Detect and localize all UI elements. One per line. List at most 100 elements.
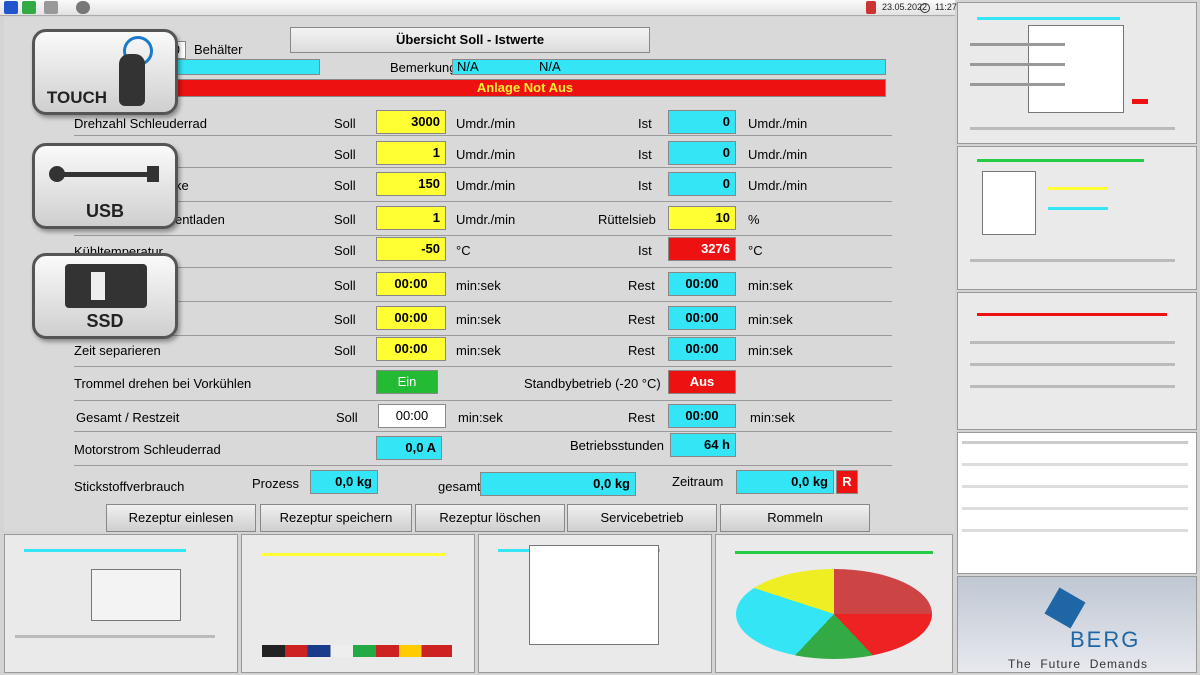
soll-cooling[interactable]: -50 bbox=[376, 237, 446, 261]
ssd-icon-slot bbox=[91, 272, 105, 300]
rest-time-2: 00:00 bbox=[668, 306, 736, 330]
thumbnail-keyboard[interactable] bbox=[4, 534, 238, 673]
standby-toggle[interactable]: Aus bbox=[668, 370, 736, 394]
thumbnail-file-browser[interactable] bbox=[957, 146, 1197, 290]
container-label: Behälter bbox=[194, 42, 243, 57]
field-left[interactable]: /A bbox=[164, 59, 320, 75]
user-icon[interactable] bbox=[76, 1, 90, 14]
soll-label: Soll bbox=[334, 147, 356, 162]
printer-icon[interactable] bbox=[44, 1, 58, 14]
divider bbox=[74, 267, 892, 268]
row-label-separate: Zeit separieren bbox=[74, 343, 161, 358]
soll-row-2[interactable]: 1 bbox=[376, 141, 446, 165]
reset-button[interactable]: R bbox=[836, 470, 858, 494]
ist-cooling: 3276 bbox=[668, 237, 736, 261]
unit: °C bbox=[456, 243, 471, 258]
nitrogen-label: Stickstoffverbrauch bbox=[74, 479, 185, 494]
unit: min:sek bbox=[748, 343, 793, 358]
unit: min:sek bbox=[458, 410, 503, 425]
shaker-value[interactable]: 10 bbox=[668, 206, 736, 230]
hours-label: Betriebsstunden bbox=[570, 438, 664, 453]
unit: Umdr./min bbox=[456, 212, 516, 227]
divider bbox=[74, 167, 892, 168]
remark-input[interactable]: N/A N/A bbox=[452, 59, 886, 75]
unit: Umdr./min bbox=[748, 178, 808, 193]
alarm-popup bbox=[529, 545, 659, 645]
read-recipe-button[interactable]: Rezeptur einlesen bbox=[106, 504, 256, 532]
total-label: Gesamt / Restzeit bbox=[76, 410, 180, 425]
usb-label: USB bbox=[85, 201, 124, 221]
time-display: 11:27 bbox=[935, 2, 957, 12]
drum-label: Trommel drehen bei Vorkühlen bbox=[74, 376, 252, 391]
thumbnail-recipe-list[interactable] bbox=[957, 2, 1197, 144]
divider bbox=[74, 201, 892, 202]
soll-label: Soll bbox=[334, 178, 356, 193]
divider bbox=[74, 335, 892, 336]
unit: Umdr./min bbox=[456, 147, 516, 162]
delete-recipe-button[interactable]: Rezeptur löschen bbox=[415, 504, 565, 532]
thumbnail-alarm-list[interactable] bbox=[478, 534, 712, 673]
service-mode-button[interactable]: Servicebetrieb bbox=[567, 504, 717, 532]
thumbnail-log-table[interactable] bbox=[957, 432, 1197, 574]
v-logo-icon[interactable] bbox=[4, 1, 18, 14]
unit: % bbox=[748, 212, 760, 227]
ssd-icon bbox=[65, 264, 147, 308]
ist-label: Ist bbox=[638, 147, 652, 162]
unit: min:sek bbox=[750, 410, 795, 425]
rommeln-button[interactable]: Rommeln bbox=[720, 504, 870, 532]
page-title: Übersicht Soll - Istwerte bbox=[290, 27, 650, 53]
thumbnail-pie-chart[interactable] bbox=[715, 534, 953, 673]
rest-label: Rest bbox=[628, 343, 655, 358]
save-recipe-button[interactable]: Rezeptur speichern bbox=[260, 504, 412, 532]
process-nitrogen: 0,0 kg bbox=[310, 470, 378, 494]
period-label: Zeitraum bbox=[672, 474, 724, 489]
pie-chart bbox=[736, 569, 932, 659]
rest-label: Rest bbox=[628, 278, 655, 293]
ist-row-2: 0 bbox=[668, 141, 736, 165]
language-flags bbox=[262, 645, 452, 657]
soll-screw[interactable]: 150 bbox=[376, 172, 446, 196]
soll-label: Soll bbox=[336, 410, 358, 425]
rest-label: Rest bbox=[628, 312, 655, 327]
tools-icon[interactable] bbox=[22, 1, 36, 14]
row-label-speed-wheel: Drehzahl Schleuderrad bbox=[74, 116, 207, 131]
soll-speed-wheel[interactable]: 3000 bbox=[376, 110, 446, 134]
process-label: Prozess bbox=[252, 476, 299, 491]
touch-label: TOUCH bbox=[46, 88, 108, 107]
standby-label: Standbybetrieb (-20 °C) bbox=[524, 376, 661, 391]
ist-label: Ist bbox=[638, 178, 652, 193]
total-nitrogen-label: gesamt bbox=[438, 479, 481, 494]
clock-icon bbox=[920, 3, 930, 13]
thumbnail-language[interactable] bbox=[241, 534, 475, 673]
top-toolbar: 23.05.2022 11:27 bbox=[0, 0, 957, 16]
soll-label: Soll bbox=[334, 278, 356, 293]
file-tree bbox=[982, 171, 1036, 235]
calendar-icon bbox=[866, 1, 876, 14]
soll-separate[interactable]: 00:00 bbox=[376, 337, 446, 361]
thumbnail-diagnosis[interactable] bbox=[957, 292, 1197, 430]
divider bbox=[74, 301, 892, 302]
keyboard bbox=[91, 569, 181, 621]
ssd-label: SSD bbox=[86, 311, 124, 331]
soll-unload[interactable]: 1 bbox=[376, 206, 446, 230]
soll-time-1[interactable]: 00:00 bbox=[376, 272, 446, 296]
divider bbox=[74, 465, 892, 466]
usb-icon-tip bbox=[147, 166, 159, 182]
unit: min:sek bbox=[456, 312, 501, 327]
soll-label: Soll bbox=[334, 243, 356, 258]
ist-speed-wheel: 0 bbox=[668, 110, 736, 134]
rest-separate: 00:00 bbox=[668, 337, 736, 361]
total-rest: 00:00 bbox=[668, 404, 736, 428]
motor-label: Motorstrom Schleuderrad bbox=[74, 442, 221, 457]
unit: min:sek bbox=[456, 278, 501, 293]
divider bbox=[74, 400, 892, 401]
soll-time-2[interactable]: 00:00 bbox=[376, 306, 446, 330]
ssd-badge: SSD bbox=[32, 253, 178, 339]
brand-tagline: The Future Demands bbox=[1008, 657, 1149, 671]
unit: min:sek bbox=[456, 343, 501, 358]
ist-label: Ist bbox=[638, 116, 652, 131]
brand-name: BERG bbox=[1070, 627, 1141, 652]
unit: min:sek bbox=[748, 312, 793, 327]
soll-label: Soll bbox=[334, 212, 356, 227]
drum-toggle[interactable]: Ein bbox=[376, 370, 438, 394]
